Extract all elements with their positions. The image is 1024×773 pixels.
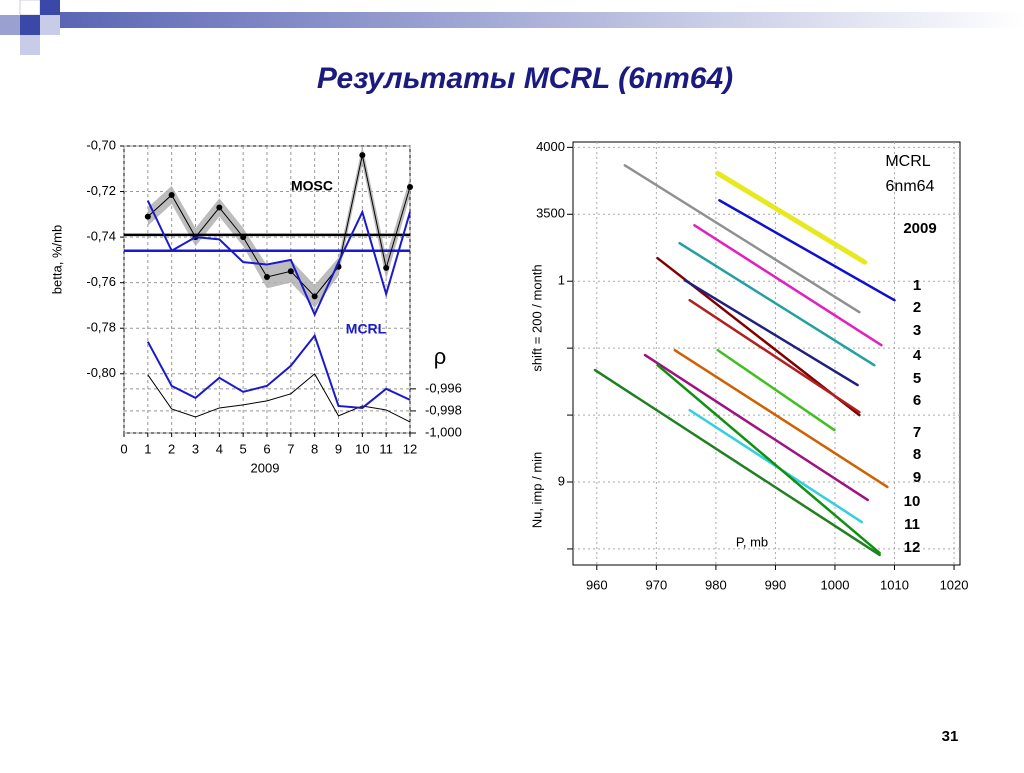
annotation: MCRL (885, 153, 930, 170)
x-tick-label: 970 (646, 577, 668, 592)
y-tick-label: 9 (558, 473, 565, 488)
annotation: 4 (913, 347, 922, 364)
series-line (678, 241, 876, 367)
series-line (683, 279, 859, 387)
x-tick-label: 4 (216, 441, 223, 456)
page-number: 31 (942, 728, 959, 745)
x-tick-label: 9 (335, 441, 342, 456)
y-axis-label: Nu, imp / min (529, 452, 544, 529)
y2-tick-label: -1,000 (425, 424, 462, 439)
y-tick-label: -0,70 (86, 137, 116, 152)
y-tick-label: 1 (558, 273, 565, 288)
annotation: 11 (904, 516, 920, 533)
header-bar (60, 12, 1024, 28)
x-tick-label: 3 (192, 441, 199, 456)
x-axis-label: 2009 (251, 460, 280, 475)
point-marker (264, 273, 270, 280)
decor-square (20, 15, 40, 35)
y-axis-label: betta, %/mb (49, 225, 64, 294)
annotation: 1 (913, 277, 921, 294)
series-line (656, 363, 881, 555)
series-line (146, 200, 411, 318)
x-tick-label: 0 (120, 441, 127, 456)
annotation: 7 (913, 424, 921, 441)
point-marker (287, 268, 294, 275)
annotation: 5 (913, 370, 921, 387)
y2-axis-label: ρ (434, 344, 447, 369)
x-tick-label: 12 (403, 441, 417, 456)
point-marker (216, 204, 223, 211)
x-tick-label: 1 (144, 441, 151, 456)
y-tick-label: 3500 (536, 206, 565, 221)
point-marker (168, 191, 175, 198)
x-tick-label: 7 (287, 441, 294, 456)
x-tick-label: 5 (240, 441, 247, 456)
annotation: 6nm64 (886, 178, 935, 195)
y-tick-label: -0,80 (86, 365, 116, 380)
decor-square (20, 35, 40, 55)
x-tick-label: 8 (311, 441, 318, 456)
series-line (693, 224, 883, 347)
y-axis-label: shift = 200 / month (529, 264, 544, 371)
series-annotation: MOSC (291, 178, 333, 194)
annotation: 9 (913, 469, 921, 486)
x-tick-label: 6 (263, 441, 270, 456)
x-tick-label: 990 (765, 577, 787, 592)
x-axis-label: P, mb (736, 534, 768, 549)
x-tick-label: 1010 (880, 577, 909, 592)
series-line (718, 199, 896, 302)
point-marker (407, 184, 413, 190)
error-band (147, 146, 411, 308)
x-tick-label: 980 (705, 577, 727, 592)
x-tick-label: 1020 (940, 577, 969, 592)
series-line (146, 333, 411, 409)
plot-frame (572, 141, 961, 566)
series-line (147, 373, 411, 423)
point-marker (383, 264, 390, 271)
x-tick-label: 1000 (821, 577, 850, 592)
series-line (688, 298, 861, 414)
y-tick-label: -0,76 (86, 274, 116, 289)
decor-square (19, 0, 41, 16)
series-line (623, 164, 861, 314)
annotation: 12 (904, 539, 921, 556)
decor-square (0, 15, 20, 35)
y2-tick-label: -0,996 (425, 380, 462, 395)
series-line (643, 353, 869, 502)
annotation: 3 (913, 322, 921, 339)
series-line (147, 155, 411, 298)
series-line (716, 348, 836, 432)
x-tick-label: 2 (168, 441, 175, 456)
x-tick-label: 10 (355, 441, 369, 456)
x-tick-label: 960 (586, 577, 608, 592)
series-annotation: MCRL (346, 321, 387, 337)
x-tick-label: 11 (379, 441, 393, 456)
y-tick-label: 4000 (536, 139, 565, 154)
series-line (673, 348, 889, 489)
point-marker (311, 293, 318, 300)
point-marker (144, 213, 151, 220)
decor-square (40, 0, 60, 15)
point-marker (240, 234, 247, 241)
annotation: 8 (913, 446, 921, 463)
y2-tick-label: -0,998 (425, 402, 462, 417)
annotation: 6 (913, 392, 921, 409)
annotation: 2009 (903, 220, 936, 237)
point-marker (359, 152, 366, 159)
annotation: 2 (913, 299, 921, 316)
annotation: 10 (904, 493, 921, 510)
series-line (715, 170, 868, 265)
y-tick-label: -0,74 (86, 229, 116, 244)
series-line (593, 368, 881, 557)
slide-title: Результаты MCRL (6nm64) (317, 62, 733, 95)
y-tick-label: -0,72 (86, 183, 116, 198)
y-tick-label: -0,78 (86, 320, 116, 335)
decor-square (40, 15, 60, 35)
